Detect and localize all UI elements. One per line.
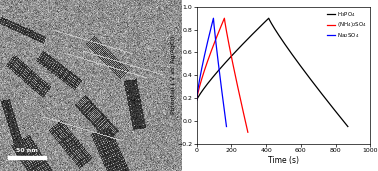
Legend: $\rm H_3PO_4$, $\rm (NH_4)_2SO_4$, $\rm Na_2SO_4$: $\rm H_3PO_4$, $\rm (NH_4)_2SO_4$, $\rm … xyxy=(324,8,369,42)
Text: 50 nm: 50 nm xyxy=(16,148,38,153)
X-axis label: Time (s): Time (s) xyxy=(268,156,299,165)
Bar xyxy=(8,156,46,159)
Y-axis label: Potential ( V vs. Ag/AgCl): Potential ( V vs. Ag/AgCl) xyxy=(171,36,176,114)
